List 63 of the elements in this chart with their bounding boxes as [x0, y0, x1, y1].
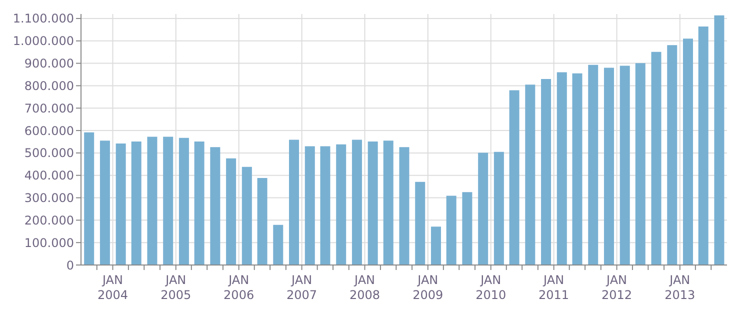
bar: [525, 84, 536, 265]
x-tick-label: JAN 2006: [224, 273, 254, 302]
bar: [210, 147, 220, 265]
bar: [667, 45, 678, 265]
bar: [478, 152, 488, 265]
bar: [399, 147, 410, 265]
y-tick-label: 500.000: [24, 146, 74, 160]
bar: [651, 52, 662, 265]
x-tick-label: JAN 2010: [476, 273, 506, 302]
y-tick-label: 800.000: [24, 78, 74, 93]
y-tick-label: 100.000: [24, 236, 74, 250]
bar: [635, 63, 646, 265]
x-tick-label: JAN 2013: [664, 273, 696, 302]
bar: [462, 192, 472, 265]
bar: [242, 166, 252, 265]
x-tick-label: JAN 2012: [602, 273, 632, 302]
bar: [336, 144, 346, 265]
bar: [446, 196, 456, 265]
bar: [541, 78, 552, 265]
y-tick-label: 0: [66, 258, 74, 272]
bar: [383, 140, 394, 265]
bar: [588, 64, 598, 265]
bar: [572, 73, 582, 265]
bar: [430, 226, 441, 265]
x-tick-label: JAN 2009: [412, 273, 444, 302]
bar: [320, 146, 330, 265]
bar: [368, 142, 378, 265]
bar: [682, 38, 693, 265]
y-tick-label: 1.000.000: [12, 34, 74, 48]
bar: [415, 182, 426, 265]
x-tick-label: JAN 2005: [160, 273, 192, 302]
bar: [194, 142, 204, 265]
x-tick-label: JAN 2011: [538, 273, 570, 302]
bar: [273, 224, 284, 265]
bar: [714, 15, 724, 265]
y-tick-label: 700.000: [24, 101, 74, 116]
y-tick-label: 200.000: [24, 213, 74, 228]
x-tick-label: JAN 2007: [286, 273, 318, 302]
bar: [352, 140, 362, 265]
bar: [84, 132, 94, 265]
bar: [116, 144, 126, 265]
bar: [620, 66, 630, 265]
y-tick-label: 900.000: [24, 56, 74, 71]
bar: [100, 140, 110, 265]
bar: [178, 138, 189, 265]
bar: [556, 72, 567, 265]
y-tick-label: 1.100.000: [12, 12, 74, 26]
bar: [304, 146, 315, 265]
bar: [494, 152, 504, 265]
bar: [226, 158, 236, 265]
y-tick-label: 600.000: [24, 124, 74, 138]
bar: [163, 136, 174, 265]
y-tick-label: 300.000: [24, 191, 74, 206]
bar: [131, 142, 142, 265]
bar: [509, 90, 520, 265]
bar: [257, 178, 268, 265]
bar: [289, 140, 300, 265]
x-tick-label: JAN 2008: [349, 273, 380, 302]
bar: [604, 68, 614, 265]
bar: [147, 136, 158, 265]
y-tick-label: 400.000: [24, 168, 74, 183]
x-tick-label: JAN 2004: [97, 273, 128, 302]
bar: [698, 26, 708, 265]
